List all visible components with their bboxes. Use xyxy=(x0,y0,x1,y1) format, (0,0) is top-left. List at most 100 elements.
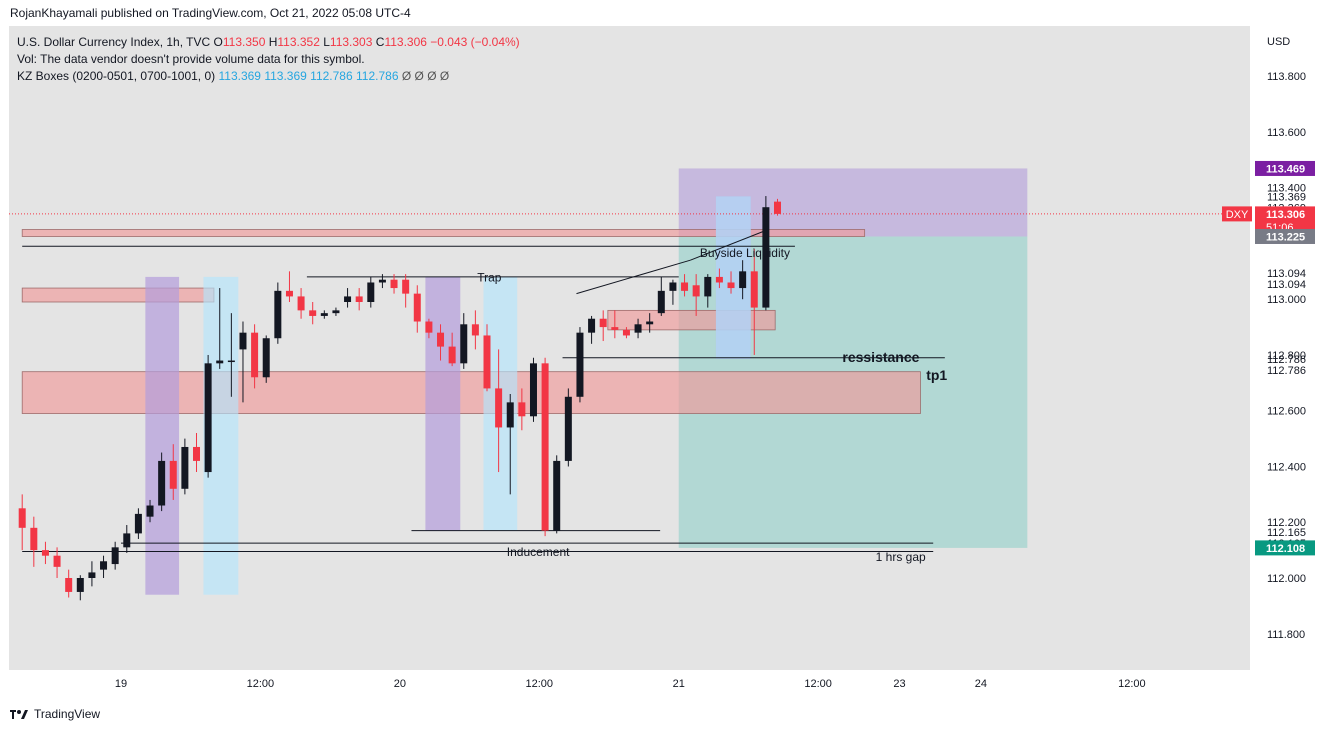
candle-body xyxy=(774,201,781,214)
candle-body xyxy=(437,332,445,347)
bull-candle xyxy=(646,313,654,333)
bear-candle xyxy=(471,310,479,350)
price-axis-background xyxy=(1250,26,1320,696)
bear-candle xyxy=(402,274,410,308)
price-tag: 113.469 xyxy=(1255,160,1315,176)
symbol-tag-background xyxy=(1222,206,1252,222)
time-tick-label: 12:00 xyxy=(804,678,832,690)
candle-body xyxy=(681,282,689,291)
ohlc-open: 113.350 xyxy=(222,35,266,49)
price-tick-label: 113.094 xyxy=(1267,279,1306,291)
bull-candle xyxy=(274,282,282,344)
bull-candle xyxy=(216,288,224,369)
candle-body xyxy=(88,572,96,578)
bull-candle xyxy=(332,307,340,316)
price-tick-label: 112.165 xyxy=(1267,527,1306,539)
candle-body xyxy=(506,402,514,428)
trend-line xyxy=(576,259,691,295)
candle-body xyxy=(18,508,26,528)
ohlc-close-label: C xyxy=(375,35,385,49)
price-tick-label: 112.600 xyxy=(1267,406,1306,418)
ohlc-low: 113.303 xyxy=(329,35,373,49)
ohlc-high-label: H xyxy=(268,35,278,49)
price-tick-label: 113.600 xyxy=(1267,127,1306,139)
bear-candle xyxy=(774,198,781,216)
candle-body xyxy=(599,318,607,328)
symbol-title: U.S. Dollar Currency Index, 1h, TVC xyxy=(17,35,211,49)
candle-body xyxy=(251,332,259,378)
bull-candle xyxy=(181,438,189,495)
time-tick-label: 12:00 xyxy=(1118,678,1146,690)
candle-body xyxy=(402,279,410,294)
ohlc-high: 113.352 xyxy=(277,35,320,49)
volume-legend[interactable]: Vol: The data vendor doesn't provide vol… xyxy=(17,52,365,66)
price-tag: 112.108 xyxy=(1255,540,1315,556)
candle-body xyxy=(309,310,317,316)
kill-zone-box-purple xyxy=(425,276,461,531)
candle-body xyxy=(739,271,747,289)
price-tick-label: 112.200 xyxy=(1267,517,1306,529)
candle-body xyxy=(669,282,677,291)
candle-body xyxy=(750,271,758,308)
bull-candle xyxy=(588,315,596,344)
time-axis: 19 12:00 20 12:00 21 12:00 23 24 12:00 xyxy=(9,670,1250,696)
footer-brand[interactable]: TradingView xyxy=(10,707,100,721)
supply-demand-zone xyxy=(21,287,215,303)
bull-candle xyxy=(378,274,386,289)
symbol-legend[interactable]: U.S. Dollar Currency Index, 1h, TVC O113… xyxy=(17,35,520,49)
candle-body xyxy=(425,321,433,333)
indicator-value: 112.786 xyxy=(356,69,399,83)
candle-body xyxy=(460,324,468,364)
chart-frame[interactable]: Trap Buyside Liquidity ressistance tp1 Induc… xyxy=(9,26,1320,696)
price-tag-value: 113.469 xyxy=(1266,163,1305,175)
time-axis-background xyxy=(9,670,1250,696)
candle-body xyxy=(76,578,84,592)
kill-zone-box-purple xyxy=(145,276,180,595)
bear-candle xyxy=(715,268,723,289)
candle-body xyxy=(320,313,328,316)
supply-demand-zone xyxy=(21,229,866,237)
candle-body xyxy=(390,279,398,289)
bear-candle xyxy=(193,433,200,473)
ohlc-open-label: O xyxy=(213,35,223,49)
time-tick-label: 23 xyxy=(893,678,905,690)
candle-body xyxy=(30,527,38,551)
indicator-value: 113.369 xyxy=(218,69,261,83)
candle-body xyxy=(123,533,131,548)
candle-body xyxy=(193,446,200,461)
candle-body xyxy=(634,324,642,333)
price-axis: USD113.800113.600113.400113.369113.36911… xyxy=(1250,26,1320,696)
bull-candle xyxy=(739,260,747,300)
candle-body xyxy=(111,547,119,565)
time-tick-label: 24 xyxy=(975,678,987,690)
bear-candle xyxy=(692,274,700,316)
bear-candle xyxy=(18,494,26,551)
bull-candle xyxy=(344,288,352,308)
candle-body xyxy=(285,290,293,297)
indicator-legend[interactable]: KZ Boxes (0200-0501, 0700-1001, 0) 113.3… xyxy=(17,69,449,83)
price-tag-value: 113.306 xyxy=(1266,209,1305,221)
bear-candle xyxy=(41,541,49,565)
bear-candle xyxy=(495,349,503,473)
chart-annotation-label: Inducement xyxy=(507,545,570,559)
candle-body xyxy=(471,324,479,336)
chart-annotation-label: 1 hrs gap xyxy=(876,550,926,564)
candle-body xyxy=(657,290,665,314)
drawing-lines-layer xyxy=(9,213,1250,553)
bear-candle xyxy=(483,324,491,392)
bull-candle xyxy=(460,313,468,369)
price-chart[interactable]: Trap Buyside Liquidity ressistance tp1 Induc… xyxy=(9,26,1320,696)
bear-candle xyxy=(355,288,363,311)
bear-candle xyxy=(65,569,73,598)
bear-candle xyxy=(425,318,433,339)
candle-body xyxy=(413,293,421,322)
candle-body xyxy=(727,282,735,289)
candle-body xyxy=(274,290,282,339)
price-tick-label: 113.369 xyxy=(1267,191,1306,203)
bull-candle xyxy=(76,575,84,601)
price-tag-value: 113.225 xyxy=(1266,231,1305,243)
price-change: −0.043 (−0.04%) xyxy=(430,35,520,49)
price-tick-label: 112.800 xyxy=(1267,350,1306,362)
bear-candle xyxy=(599,310,607,342)
bear-candle xyxy=(541,357,549,537)
